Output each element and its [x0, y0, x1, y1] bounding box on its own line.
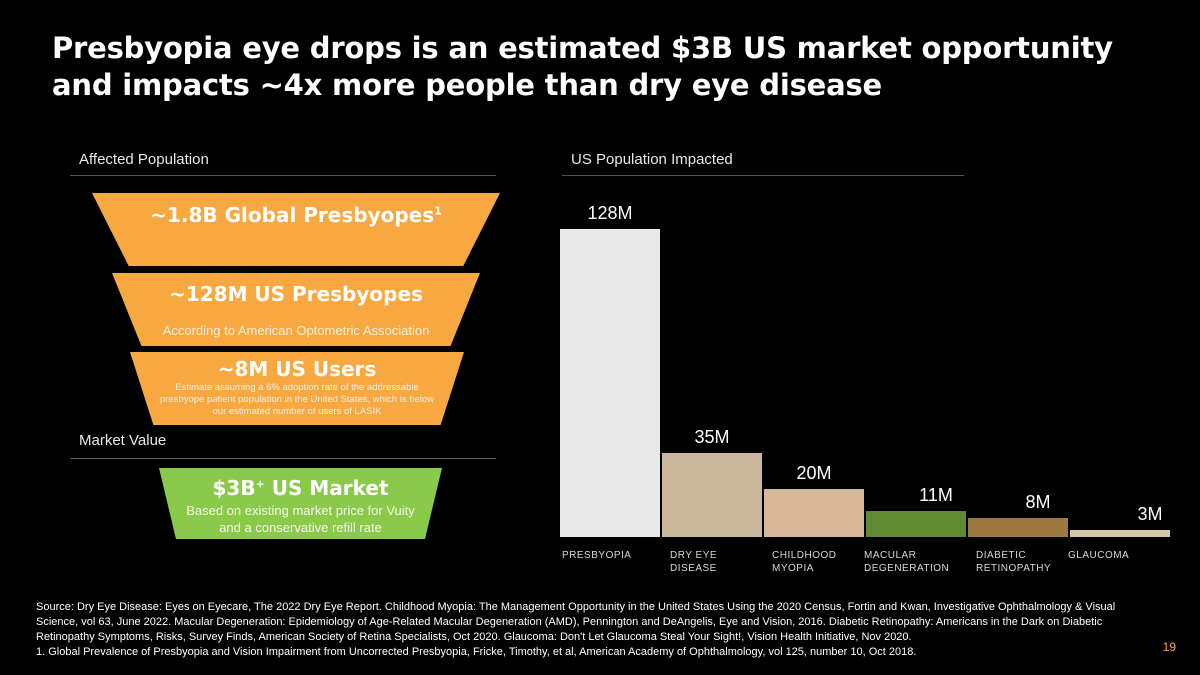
category-label-diabetic-retinopathy: DIABETIC RETINOPATHY: [976, 550, 1052, 574]
chart-title: US Population Impacted: [571, 151, 733, 168]
source-text: Source: Dry Eye Disease: Eyes on Eyecare…: [36, 601, 1116, 643]
bar-childhood-myopia: [764, 489, 864, 537]
bar-glaucoma: [1070, 530, 1170, 537]
chart-title-divider: [562, 175, 964, 176]
bar-diabetic-retinopathy: [968, 518, 1068, 537]
market-value-headline: $3B+ US Market: [212, 476, 389, 500]
value-label-dry-eye-disease: 35M: [694, 427, 730, 447]
page-title: Presbyopia eye drops is an estimated $3B…: [52, 31, 1113, 102]
funnel-tier-us-presbyopes-source: According to American Optometric Associa…: [162, 323, 430, 338]
funnel-tier-global: ~1.8B Global Presbyopes1: [92, 193, 500, 266]
market-divider: [70, 458, 496, 459]
value-label-presbyopia: 128M: [587, 203, 633, 223]
source-citations: Source: Dry Eye Disease: Eyes on Eyecare…: [36, 600, 1146, 660]
funnel-tier-us-presbyopes: ~128M US Presbyopes According to America…: [112, 273, 480, 346]
category-label-glaucoma: GLAUCOMA: [1068, 550, 1130, 561]
category-label-dry-eye-disease: DRY EYE DISEASE: [670, 550, 718, 574]
bar-dry-eye-disease: [662, 453, 762, 537]
value-label-macular-degeneration: 11M: [919, 485, 953, 505]
funnel-tier-us-users-headline: ~8M US Users: [217, 357, 377, 381]
market-value-box: $3B+ US Market Based on existing market …: [159, 468, 442, 539]
value-label-glaucoma: 3M: [1137, 504, 1163, 524]
market-value-label: Market Value: [79, 432, 167, 449]
bar-presbyopia: [560, 229, 660, 537]
funnel-tier-us-users: ~8M US Users Estimate assuming a 6% adop…: [130, 352, 464, 425]
category-label-presbyopia: PRESBYOPIA: [562, 550, 632, 561]
funnel-tier-global-headline: ~1.8B Global Presbyopes1: [150, 203, 442, 227]
funnel-tier-us-presbyopes-headline: ~128M US Presbyopes: [169, 282, 423, 306]
footnote-text: 1. Global Prevalence of Presbyopia and V…: [36, 646, 917, 658]
affected-divider: [70, 175, 496, 176]
category-label-macular-degeneration: MACULAR DEGENERATION: [864, 550, 950, 574]
funnel-tier-us-users-note: Estimate assuming a 6% adoption rate of …: [159, 382, 435, 417]
value-label-diabetic-retinopathy: 8M: [1025, 492, 1051, 512]
market-value-basis: Based on existing market price for Vuity…: [186, 503, 415, 535]
page-number: 19: [1162, 640, 1176, 654]
bar-macular-degeneration: [866, 511, 966, 537]
category-label-childhood-myopia: CHILDHOOD MYOPIA: [772, 550, 837, 574]
value-label-childhood-myopia: 20M: [796, 463, 832, 483]
affected-population-label: Affected Population: [79, 151, 209, 168]
